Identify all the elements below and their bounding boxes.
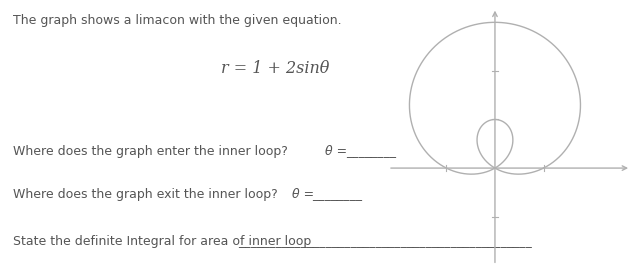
Text: Where does the graph enter the inner loop?: Where does the graph enter the inner loo… — [13, 145, 288, 158]
Text: State the definite Integral for area of inner loop: State the definite Integral for area of … — [13, 235, 311, 248]
Text: The graph shows a limacon with the given equation.: The graph shows a limacon with the given… — [13, 14, 341, 27]
Text: ________: ________ — [346, 145, 396, 158]
Text: θ =: θ = — [325, 145, 347, 158]
Text: r = 1 + 2sinθ: r = 1 + 2sinθ — [221, 60, 329, 77]
Text: Where does the graph exit the inner loop?: Where does the graph exit the inner loop… — [13, 188, 278, 201]
Text: ________: ________ — [312, 188, 362, 201]
Text: θ =: θ = — [292, 188, 314, 201]
Text: _______________________________________________: ________________________________________… — [239, 235, 533, 248]
